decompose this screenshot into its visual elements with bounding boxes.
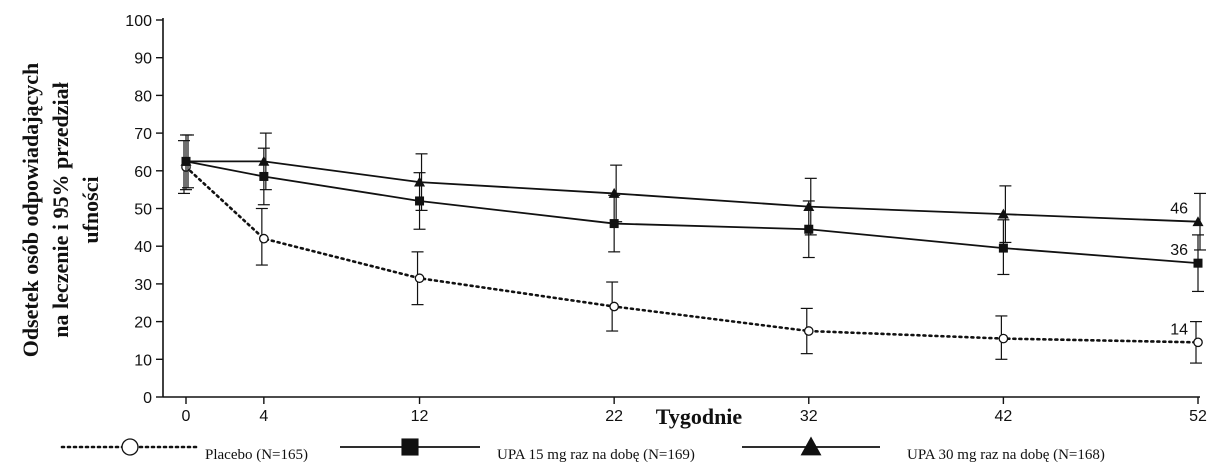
data-point [180,155,192,166]
end-value-label: 46 [1170,201,1188,218]
legend-item: UPA 30 mg raz na dobę (N=168) [742,436,1105,463]
data-point [259,171,269,181]
y-axis-title: Odsetek osób odpowiadających na leczenie … [18,63,103,358]
legend-marker [121,438,139,456]
x-tick-label: 52 [1189,408,1207,425]
data-point [414,176,426,187]
y-tick-label: 50 [134,202,152,219]
series-line [186,160,1199,223]
series-line [184,165,1200,344]
data-point [609,301,620,312]
end-value-label: 14 [1170,321,1188,338]
data-point [1193,337,1203,348]
series-line [185,160,1199,265]
data-point [1193,258,1203,268]
y-tick-label: 90 [134,51,152,68]
data-point [803,326,814,336]
y-tick-label: 100 [125,13,152,30]
plot-series: 14 36 46 [178,132,1206,364]
data-point [803,201,815,212]
legend-label: Placebo (N=165) [205,447,308,463]
data-point [1192,216,1204,227]
y-tick-label: 60 [134,164,152,181]
legend-item: UPA 15 mg raz na dobę (N=169) [340,438,695,463]
data-point [258,233,269,244]
y-tick-label: 70 [134,126,152,143]
legend-marker [401,438,419,456]
legend: Placebo (N=165) UPA 15 mg raz na dobę (N=… [60,436,1105,463]
data-point [998,243,1008,253]
data-point [415,196,425,206]
x-axis-title: Tygodnie [656,404,743,429]
x-tick-label: 12 [411,408,429,425]
legend-marker [800,436,822,456]
y-axis-title-line: ufności [78,176,103,243]
legend-label: UPA 30 mg raz na dobę (N=168) [907,447,1105,463]
y-axis: 0 10 20 30 40 50 60 70 80 90 100 [125,13,164,407]
data-point [609,219,619,229]
data-point [997,208,1009,219]
x-axis: 0 4 12 22 32 42 52 [163,396,1207,425]
series-placebo: 14 [178,140,1203,364]
data-point [258,155,270,166]
x-tick-label: 0 [182,408,191,425]
data-point [414,273,425,284]
y-tick-label: 10 [134,352,152,369]
y-tick-label: 80 [134,88,152,105]
legend-item: Placebo (N=165) [60,438,308,463]
data-point [608,187,620,198]
y-axis-title-line: Odsetek osób odpowiadających [18,63,43,358]
x-tick-label: 4 [259,408,268,425]
y-tick-label: 30 [134,277,152,294]
data-point [804,224,814,234]
end-value-label: 36 [1170,242,1188,259]
series-upa-15mg: 36 [180,134,1204,293]
y-tick-label: 40 [134,239,152,256]
legend-label: UPA 15 mg raz na dobę (N=169) [497,447,695,463]
y-axis-title-line: na leczenie i 95% przedział [48,82,73,337]
data-point [998,333,1009,344]
x-tick-label: 32 [800,408,818,425]
y-tick-label: 20 [134,315,152,332]
x-tick-label: 22 [605,408,623,425]
x-tick-label: 42 [994,408,1012,425]
y-tick-label: 0 [143,390,152,407]
series-upa-30mg: 46 [180,132,1206,251]
